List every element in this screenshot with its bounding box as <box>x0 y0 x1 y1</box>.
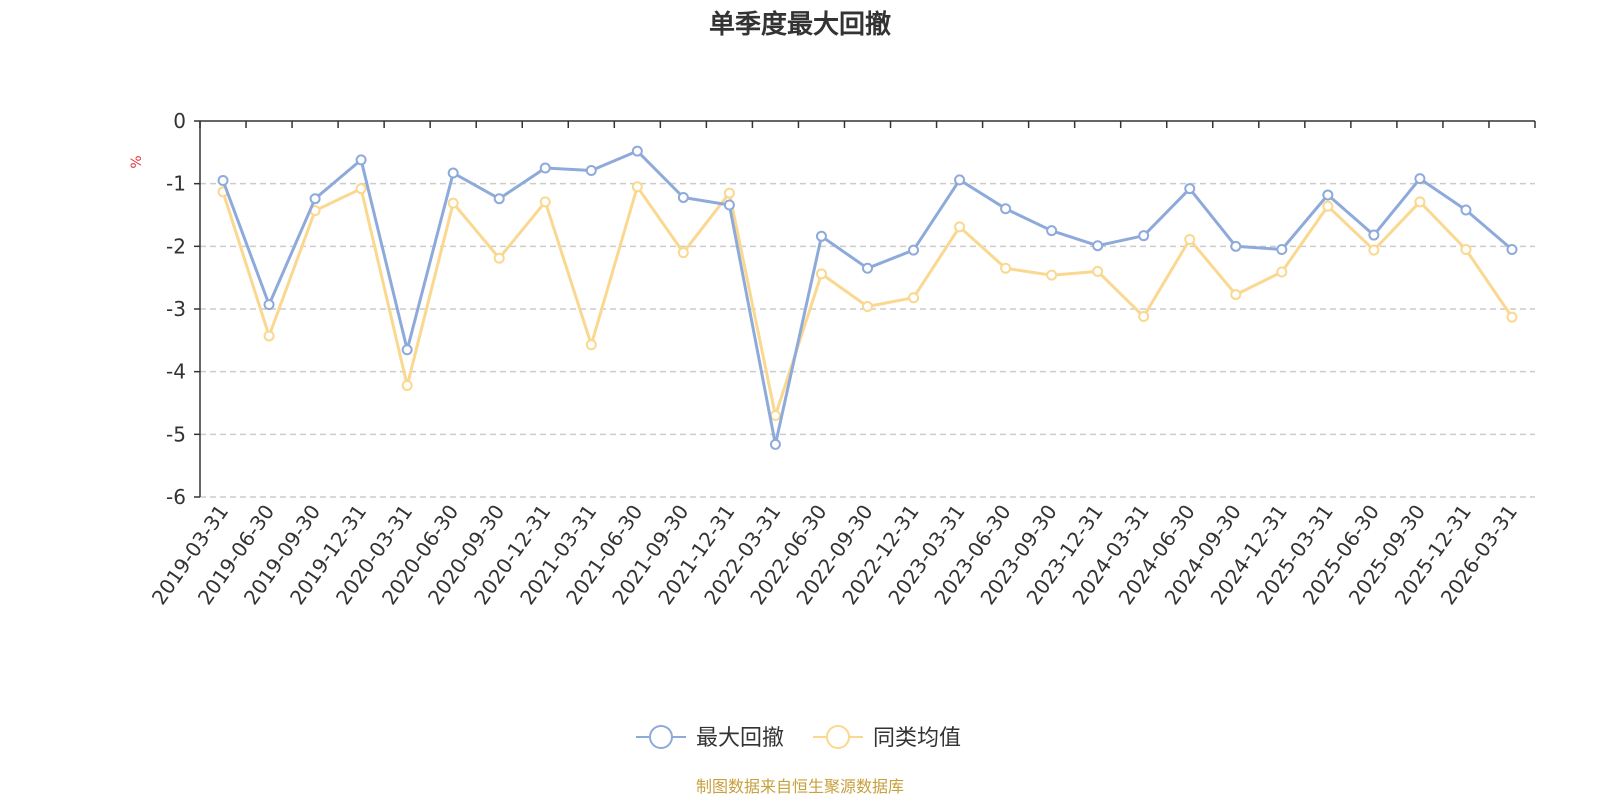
legend-swatch-marker-0 <box>649 725 673 749</box>
point-0-11[interactable] <box>723 199 735 211</box>
y-tick-label-4: -4 <box>166 360 186 384</box>
y-tick-label-1: -1 <box>166 172 186 196</box>
series-lines <box>217 145 1518 450</box>
point-0-28[interactable] <box>1506 243 1518 255</box>
point-1-26[interactable] <box>1414 196 1426 208</box>
point-0-3[interactable] <box>355 154 367 166</box>
point-0-13[interactable] <box>815 230 827 242</box>
legend[interactable]: 最大回撤 同类均值 <box>636 725 961 751</box>
point-1-5[interactable] <box>447 197 459 209</box>
y-tick-label-2: -2 <box>166 234 186 258</box>
grid-lines <box>200 182 1535 498</box>
point-1-12[interactable] <box>769 410 781 422</box>
point-1-1[interactable] <box>263 330 275 342</box>
point-1-15[interactable] <box>908 292 920 304</box>
point-1-6[interactable] <box>493 252 505 264</box>
point-0-0[interactable] <box>217 175 229 187</box>
point-0-1[interactable] <box>263 299 275 311</box>
point-0-9[interactable] <box>631 145 643 157</box>
x-tick-labels: 2019-03-312019-06-302019-09-302019-12-31… <box>147 500 1522 609</box>
legend-swatch-marker-1 <box>826 725 850 749</box>
point-1-10[interactable] <box>677 247 689 259</box>
chart-title: 单季度最大回撤 <box>709 9 891 40</box>
point-0-22[interactable] <box>1230 240 1242 252</box>
legend-item-0[interactable]: 最大回撤 <box>636 725 784 751</box>
point-1-21[interactable] <box>1184 233 1196 245</box>
point-0-14[interactable] <box>862 262 873 274</box>
point-1-13[interactable] <box>815 268 827 280</box>
point-1-14[interactable] <box>862 300 873 312</box>
point-0-10[interactable] <box>677 191 689 203</box>
point-0-12[interactable] <box>769 438 781 450</box>
point-1-20[interactable] <box>1138 311 1150 323</box>
y-tick-label-6: -6 <box>166 485 186 509</box>
point-1-28[interactable] <box>1506 311 1518 323</box>
y-tick-label-5: -5 <box>166 422 186 446</box>
point-1-8[interactable] <box>585 339 597 351</box>
data-source-note: 制图数据来自恒生聚源数据库 <box>696 777 904 796</box>
point-1-19[interactable] <box>1092 265 1104 277</box>
point-0-20[interactable] <box>1138 230 1150 242</box>
point-1-18[interactable] <box>1046 269 1058 281</box>
point-0-8[interactable] <box>585 165 597 177</box>
point-1-4[interactable] <box>401 379 413 391</box>
point-0-5[interactable] <box>447 167 459 179</box>
point-0-21[interactable] <box>1184 183 1196 195</box>
point-1-16[interactable] <box>954 221 966 233</box>
point-0-18[interactable] <box>1046 225 1058 237</box>
point-1-11[interactable] <box>723 187 735 199</box>
point-0-6[interactable] <box>493 193 505 205</box>
series-0 <box>217 145 1518 450</box>
legend-label-1[interactable]: 同类均值 <box>873 726 961 751</box>
legend-item-1[interactable]: 同类均值 <box>813 725 961 751</box>
point-0-17[interactable] <box>1000 203 1012 215</box>
point-1-27[interactable] <box>1460 243 1472 255</box>
point-0-15[interactable] <box>908 244 920 256</box>
point-1-7[interactable] <box>539 196 551 208</box>
point-0-26[interactable] <box>1414 173 1426 185</box>
point-1-3[interactable] <box>355 183 367 195</box>
series-1 <box>217 181 1518 422</box>
point-1-22[interactable] <box>1230 289 1242 301</box>
point-0-2[interactable] <box>309 193 321 205</box>
point-1-23[interactable] <box>1276 266 1288 278</box>
point-1-9[interactable] <box>631 181 643 193</box>
point-0-25[interactable] <box>1368 229 1380 241</box>
y-tick-label-0: 0 <box>173 109 186 133</box>
legend-label-0[interactable]: 最大回撤 <box>696 726 784 751</box>
point-0-4[interactable] <box>401 344 413 356</box>
point-1-17[interactable] <box>1000 262 1012 274</box>
point-0-24[interactable] <box>1322 189 1334 201</box>
point-1-24[interactable] <box>1322 200 1334 212</box>
point-0-16[interactable] <box>954 174 966 186</box>
y-axis-unit: % <box>129 155 145 168</box>
axes <box>194 120 1536 498</box>
y-tick-label-3: -3 <box>166 297 186 321</box>
point-0-7[interactable] <box>539 162 551 174</box>
y-tick-labels: 0 -1 -2 -3 -4 -5 -6 <box>166 109 186 509</box>
point-0-23[interactable] <box>1276 243 1288 255</box>
point-1-25[interactable] <box>1368 244 1380 256</box>
point-0-27[interactable] <box>1460 204 1472 216</box>
series-line-0 <box>221 149 1513 446</box>
point-0-19[interactable] <box>1092 240 1104 252</box>
